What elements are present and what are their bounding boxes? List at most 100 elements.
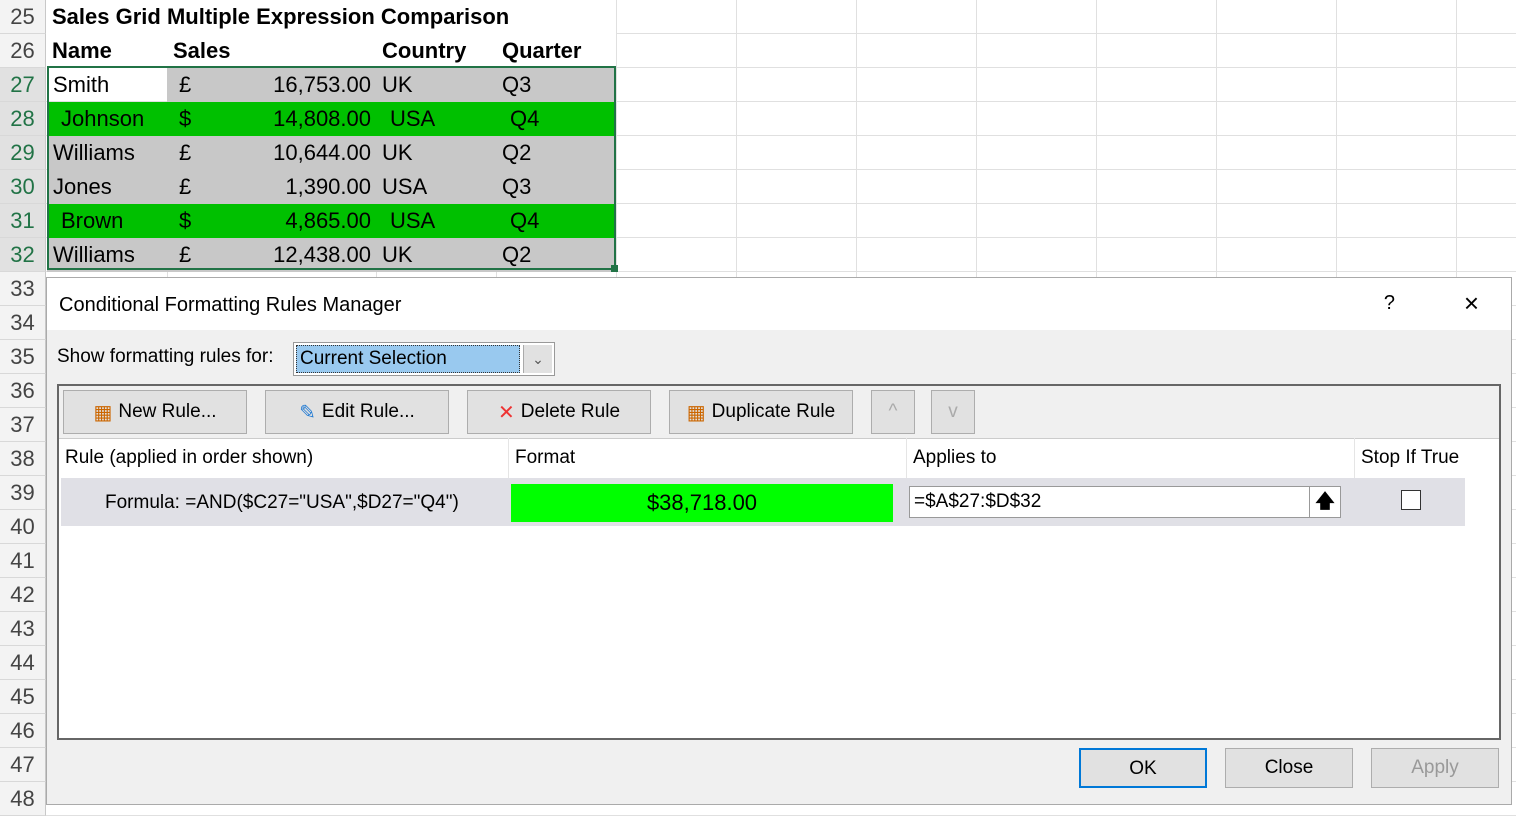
delete-rule-button[interactable]: ✕ Delete Rule: [467, 390, 651, 434]
cell-name: Williams: [47, 136, 167, 170]
duplicate-icon: ▦: [686, 401, 706, 424]
chevron-down-icon[interactable]: ⌄: [523, 345, 552, 373]
gridline: [1216, 0, 1217, 277]
cell-quarter: Q3: [496, 68, 614, 102]
rule-formula: Formula: =AND($C27="USA",$D27="Q4"): [105, 492, 459, 513]
row-header: 39: [0, 476, 46, 510]
column-rule: Rule (applied in order shown): [59, 438, 509, 478]
row-header: 31: [0, 204, 46, 238]
row-header: 27: [0, 68, 46, 102]
format-preview: $38,718.00: [511, 484, 893, 522]
cell-quarter: Q2: [496, 238, 614, 272]
gridline: [46, 237, 1516, 238]
close-button[interactable]: Close: [1225, 748, 1353, 788]
gridline: [46, 135, 1516, 136]
cell-country: UK: [376, 136, 496, 170]
cell-country: UK: [376, 68, 496, 102]
rule-row[interactable]: Formula: =AND($C27="USA",$D27="Q4") $38,…: [61, 478, 1465, 526]
conditional-formatting-dialog: Conditional Formatting Rules Manager ? ×…: [46, 277, 1512, 805]
selection-border: [47, 66, 616, 270]
gridline: [1096, 0, 1097, 277]
gridline: [46, 67, 1516, 68]
row-header: 34: [0, 306, 46, 340]
row-header: 37: [0, 408, 46, 442]
gridline: [46, 33, 1516, 34]
gridline: [46, 101, 1516, 102]
help-button[interactable]: ?: [1383, 292, 1395, 314]
cell-currency: $: [167, 204, 376, 238]
cell-name: Johnson: [47, 102, 167, 136]
cell-quarter: Q3: [496, 170, 614, 204]
gridline: [46, 169, 1516, 170]
column-header: Sales: [167, 34, 376, 68]
show-rules-dropdown[interactable]: Current Selection ⌄: [293, 342, 555, 376]
gridline: [46, 271, 1516, 272]
row-header: 44: [0, 646, 46, 680]
row-header: 32: [0, 238, 46, 272]
column-applies-to: Applies to: [907, 438, 1355, 478]
stop-if-true-checkbox[interactable]: [1401, 490, 1421, 510]
cell-country: UK: [376, 238, 496, 272]
cell-sales: 16,753.00: [273, 72, 371, 97]
cell-name: Williams: [47, 238, 167, 272]
row-header: 47: [0, 748, 46, 782]
rules-panel: ▦ New Rule... ✎ Edit Rule... ✕ Delete Rule …: [57, 384, 1501, 740]
row-header: 25: [0, 0, 46, 34]
gridline: [856, 0, 857, 277]
column-header: Quarter: [496, 34, 616, 68]
row-header: 41: [0, 544, 46, 578]
row-header: 46: [0, 714, 46, 748]
new-rule-button[interactable]: ▦ New Rule...: [63, 390, 247, 434]
edit-rule-button[interactable]: ✎ Edit Rule...: [265, 390, 449, 434]
column-format: Format: [509, 438, 907, 478]
gridline: [46, 203, 1516, 204]
cell-country: USA: [376, 204, 496, 238]
cell-name: Jones: [47, 170, 167, 204]
gridline: [976, 0, 977, 277]
row-header: 36: [0, 374, 46, 408]
apply-button[interactable]: Apply: [1371, 748, 1499, 788]
gridline: [616, 0, 617, 277]
cell-quarter: Q4: [496, 204, 614, 238]
column-header: Name: [46, 34, 167, 68]
column-stop-if-true: Stop If True: [1361, 447, 1460, 468]
row-header: 29: [0, 136, 46, 170]
show-rules-label: Show formatting rules for:: [57, 346, 274, 367]
row-header: 28: [0, 102, 46, 136]
row-header: 26: [0, 34, 46, 68]
cell-sales: 1,390.00: [285, 174, 371, 199]
cell-currency: £: [167, 136, 376, 170]
table-icon: ▦: [93, 401, 113, 424]
cell-currency: £: [167, 170, 376, 204]
cell-currency: £: [167, 238, 376, 272]
rules-toolbar: ▦ New Rule... ✎ Edit Rule... ✕ Delete Rule …: [59, 386, 1499, 439]
cell-sales: 10,644.00: [273, 140, 371, 165]
cell-quarter: Q4: [496, 102, 614, 136]
cell-name: Brown: [47, 204, 167, 238]
move-up-button[interactable]: ^: [871, 390, 915, 434]
edit-icon: ✎: [299, 401, 316, 424]
move-down-button[interactable]: v: [931, 390, 975, 434]
row-header: 30: [0, 170, 46, 204]
collapse-range-icon[interactable]: 🡅: [1309, 487, 1340, 517]
gridline: [1336, 0, 1337, 277]
row-header: 33: [0, 272, 46, 306]
gridline: [736, 0, 737, 277]
cell-currency: £: [167, 68, 376, 102]
sheet-title: Sales Grid Multiple Expression Compariso…: [46, 0, 616, 34]
row-header: 42: [0, 578, 46, 612]
row-header: 38: [0, 442, 46, 476]
row-header: 45: [0, 680, 46, 714]
cell-name: Smith: [53, 72, 110, 97]
gridline: [1456, 0, 1457, 277]
applies-to-input[interactable]: =$A$27:$D$32 🡅: [909, 486, 1341, 518]
cell-sales: 4,865.00: [285, 208, 371, 233]
column-header: Country: [376, 34, 496, 68]
dialog-title: Conditional Formatting Rules Manager: [59, 294, 402, 316]
duplicate-rule-button[interactable]: ▦ Duplicate Rule: [669, 390, 853, 434]
ok-button[interactable]: OK: [1079, 748, 1207, 788]
close-icon[interactable]: ×: [1463, 288, 1479, 318]
dialog-titlebar: [47, 278, 1511, 330]
cell-country: USA: [376, 102, 496, 136]
delete-icon: ✕: [497, 401, 515, 424]
